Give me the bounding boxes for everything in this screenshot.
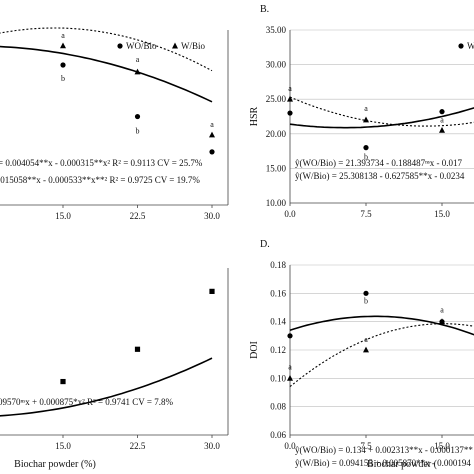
x-tick-label: 30.0 [204,211,220,221]
significance-letter: b [136,127,140,136]
data-point [209,149,215,155]
panel-d: 0.0 7.5 15.0 0.06 0.08 0.10 0.12 0.14 0.16 0.18 b a… [249,239,474,470]
significance-letter: a [440,115,444,124]
legend-marker-circle [458,43,464,49]
x-axis-label: Biochar powder ( [367,459,438,470]
x-tick-label: 22.5 [130,441,146,451]
y-tick-label: 0.08 [270,402,286,412]
fit-curve-series-1 [289,323,474,388]
regression-equation: = 0.004054**x - 0.000315**x² R² = 0.9113… [0,158,203,168]
significance-letter: a [364,104,368,113]
x-tick-label: 15.0 [434,209,450,219]
data-point [439,126,445,133]
data-point [60,42,66,49]
y-tick-label: 35.00 [266,25,287,35]
y-tick-label: 10.00 [266,198,287,208]
x-tick-label: 7.5 [360,209,372,219]
y-tick-label: 0.12 [270,345,286,355]
legend-label: WO/Bio [126,41,157,51]
panel-label: B. [260,4,269,15]
x-tick-label: 22.5 [130,211,146,221]
x-tick-label: 15.0 [55,441,71,451]
data-point [363,346,369,353]
y-tick-label: 0.06 [270,430,286,440]
regression-equation: ŷ(WO/Bio) = 0.134 + 0.002313**x - 0.0001… [295,445,473,455]
panel-c: 15.0 22.5 30.0 Biochar powder (%) 09570ⁿˢx +… [0,268,229,470]
y-tick-label: 0.10 [270,373,286,383]
significance-letter: a [364,335,368,344]
x-axis-label: Biochar powder (%) [14,459,96,470]
fit-curve-series-0 [289,315,474,336]
data-point [287,95,293,102]
y-axis-label: HSR [249,106,260,126]
y-tick-label: 25.00 [266,94,287,104]
significance-letter: a [61,31,65,40]
data-point [439,109,445,115]
x-tick-label: 0.0 [284,209,296,219]
data-point [363,145,369,151]
regression-equation: .015058**x - 0.000533**x**² R² = 0.9725 … [0,175,200,185]
x-tick-label: 0.0 [284,441,296,451]
fit-curve-series-1 [289,96,474,127]
significance-letter: a [288,84,292,93]
significance-letter: a [440,306,444,315]
legend-label: W/Bio [181,41,205,51]
x-tick-label: 7.5 [360,441,372,451]
significance-letter: b [61,74,65,83]
regression-equation: ŷ(WO/Bio) = 21.393734 - 0.188487ⁿˢx - 0.… [295,158,463,168]
significance-letter: a [210,120,214,129]
x-tick-label: 15.0 [434,441,450,451]
data-point [134,68,141,75]
y-tick-label: 0.14 [270,317,286,327]
y-tick-label: 20.00 [266,129,287,139]
panel-b: 0.0 7.5 15.0 10.00 15.00 20.00 25.00 30.00 35.00… [249,4,474,219]
data-point [363,116,369,123]
data-point [287,333,293,339]
legend-label: W [467,41,474,51]
data-point [60,378,66,385]
regression-equation: ŷ(W/Bio) = 25.308138 - 0.627585**x - 0.0… [295,171,465,181]
data-point [209,131,215,138]
panel-a: 15.0 22.5 30.0 b b a a a WO/Bio W/Bio = 0.004054**… [0,27,229,221]
y-axis-label: DOI [249,341,260,359]
data-point [209,288,215,294]
fit-curve-series-0 [0,357,213,417]
panel-label: D. [260,239,270,250]
regression-equation: ŷ(W/Bio) = 0.094155 + 0.005870**x - 0.00… [295,458,471,468]
data-point [439,318,445,325]
significance-letter: a [288,362,292,371]
significance-letter: b [364,153,368,162]
significance-letter: a [136,55,140,64]
data-point [134,113,141,120]
fit-curve-wobio [0,45,213,103]
legend-marker-circle [117,43,123,49]
fit-curve-series-0 [289,107,474,129]
data-point [363,290,369,296]
data-point [287,110,293,116]
data-point [287,374,293,381]
data-point [134,346,141,352]
significance-letter: b [364,296,368,305]
legend-marker-triangle [172,42,178,49]
y-tick-label: 30.00 [266,60,287,70]
data-point [60,62,66,68]
y-tick-label: 0.16 [270,288,286,298]
regression-equation: 09570ⁿˢx + 0.000875*x² R² = 0.9741 CV = … [0,397,173,407]
y-tick-label: 15.00 [266,163,287,173]
x-tick-label: 15.0 [55,211,71,221]
x-tick-label: 30.0 [204,441,220,451]
y-tick-label: 0.18 [270,260,286,270]
